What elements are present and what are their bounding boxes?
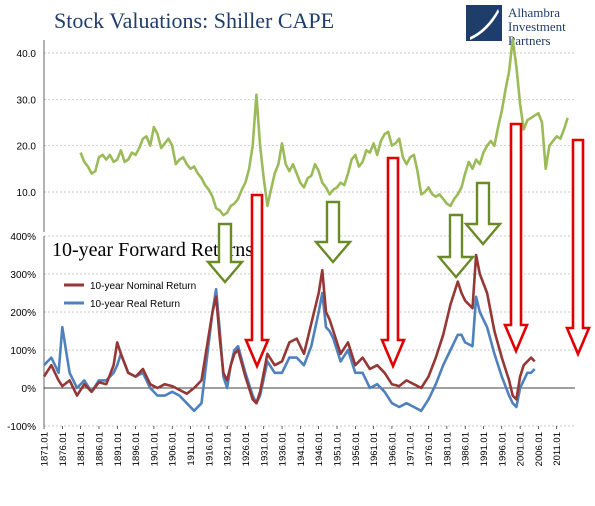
- green-down-arrow-icon: [313, 200, 353, 264]
- x-tick-label: 1881.01: [76, 432, 87, 466]
- x-tick-label: 1901.01: [149, 432, 160, 466]
- cape-y-ticks: 10.0 20.0 30.0 40.0: [17, 49, 37, 199]
- x-tick-label: 1981.01: [442, 432, 453, 466]
- x-tick-label: 1916.01: [204, 432, 215, 466]
- x-axis-ticks: 1871.01 1876.01 1881.01 1886.01 1891.01 1896.…: [40, 426, 563, 466]
- x-tick-label: 1871.01: [40, 432, 51, 466]
- logo-line-1: Alhambra: [508, 5, 560, 20]
- cape-y-tick-label: 20.0: [17, 142, 37, 153]
- legend-label-nominal: 10-year Nominal Return: [90, 281, 196, 292]
- x-tick-label: 1936.01: [278, 432, 289, 466]
- green-down-arrow-icon: [205, 222, 245, 284]
- logo-swoosh-icon: [470, 9, 499, 40]
- green-down-arrow-icon: [436, 213, 476, 279]
- x-tick-label: 1946.01: [314, 432, 325, 466]
- green-down-arrow-icon: [463, 181, 503, 246]
- cape-title: Stock Valuations: Shiller CAPE: [54, 8, 334, 33]
- cape-gridlines: [43, 40, 575, 232]
- x-tick-label: 2011.01: [552, 432, 563, 466]
- annotation-arrows: [205, 122, 591, 370]
- red-down-arrow-icon: [380, 156, 406, 370]
- nominal-return-series-line: [42, 253, 536, 405]
- x-tick-label: 1896.01: [131, 432, 142, 466]
- x-tick-label: 1971.01: [406, 432, 417, 466]
- logo-mark: [466, 5, 502, 41]
- x-tick-label: 1961.01: [369, 432, 380, 466]
- cape-y-tick-label: 10.0: [17, 188, 37, 199]
- returns-y-tick-label: 100%: [10, 346, 36, 357]
- cape-series-line: [79, 37, 569, 217]
- x-tick-label: 1941.01: [296, 432, 307, 466]
- returns-y-tick-label: 400%: [10, 232, 36, 243]
- returns-y-ticks: -100% 0% 100% 200% 300% 400%: [7, 232, 36, 433]
- x-tick-label: 1921.01: [223, 432, 234, 466]
- x-tick-label: 1911.01: [186, 432, 197, 466]
- legend: 10-year Nominal Return 10-year Real Retu…: [64, 281, 196, 310]
- x-tick-label: 1986.01: [461, 432, 472, 466]
- logo-line-2: Investment: [508, 19, 566, 34]
- red-down-arrow-icon: [565, 138, 591, 358]
- red-down-arrow-icon: [244, 193, 270, 370]
- x-tick-label: 2001.01: [516, 432, 527, 466]
- returns-title: 10-year Forward Returns: [52, 239, 253, 261]
- logo-line-3: Partners: [508, 33, 551, 48]
- x-tick-label: 1996.01: [497, 432, 508, 466]
- red-down-arrow-icon: [503, 122, 529, 355]
- x-tick-label: 1876.01: [58, 432, 69, 466]
- x-tick-label: 1951.01: [333, 432, 344, 466]
- returns-y-tick-label: -100%: [7, 422, 36, 433]
- x-tick-label: 2006.01: [534, 432, 545, 466]
- x-tick-label: 1956.01: [351, 432, 362, 466]
- logo: Alhambra Investment Partners: [466, 5, 566, 48]
- returns-y-tick-label: 200%: [10, 308, 36, 319]
- returns-gridlines: [43, 235, 575, 427]
- x-tick-label: 1931.01: [259, 432, 270, 466]
- x-tick-label: 1886.01: [94, 432, 105, 466]
- x-tick-label: 1966.01: [387, 432, 398, 466]
- cape-y-tick-label: 30.0: [17, 95, 37, 106]
- returns-y-tick-label: 300%: [10, 270, 36, 281]
- series-layer: [42, 37, 569, 413]
- x-tick-label: 1906.01: [168, 432, 179, 466]
- cape-y-tick-label: 40.0: [17, 49, 37, 60]
- returns-y-tick-label: 0%: [22, 384, 37, 395]
- x-tick-label: 1926.01: [241, 432, 252, 466]
- x-tick-label: 1976.01: [424, 432, 435, 466]
- x-tick-label: 1991.01: [479, 432, 490, 466]
- legend-label-real: 10-year Real Return: [90, 299, 180, 310]
- x-tick-label: 1891.01: [113, 432, 124, 466]
